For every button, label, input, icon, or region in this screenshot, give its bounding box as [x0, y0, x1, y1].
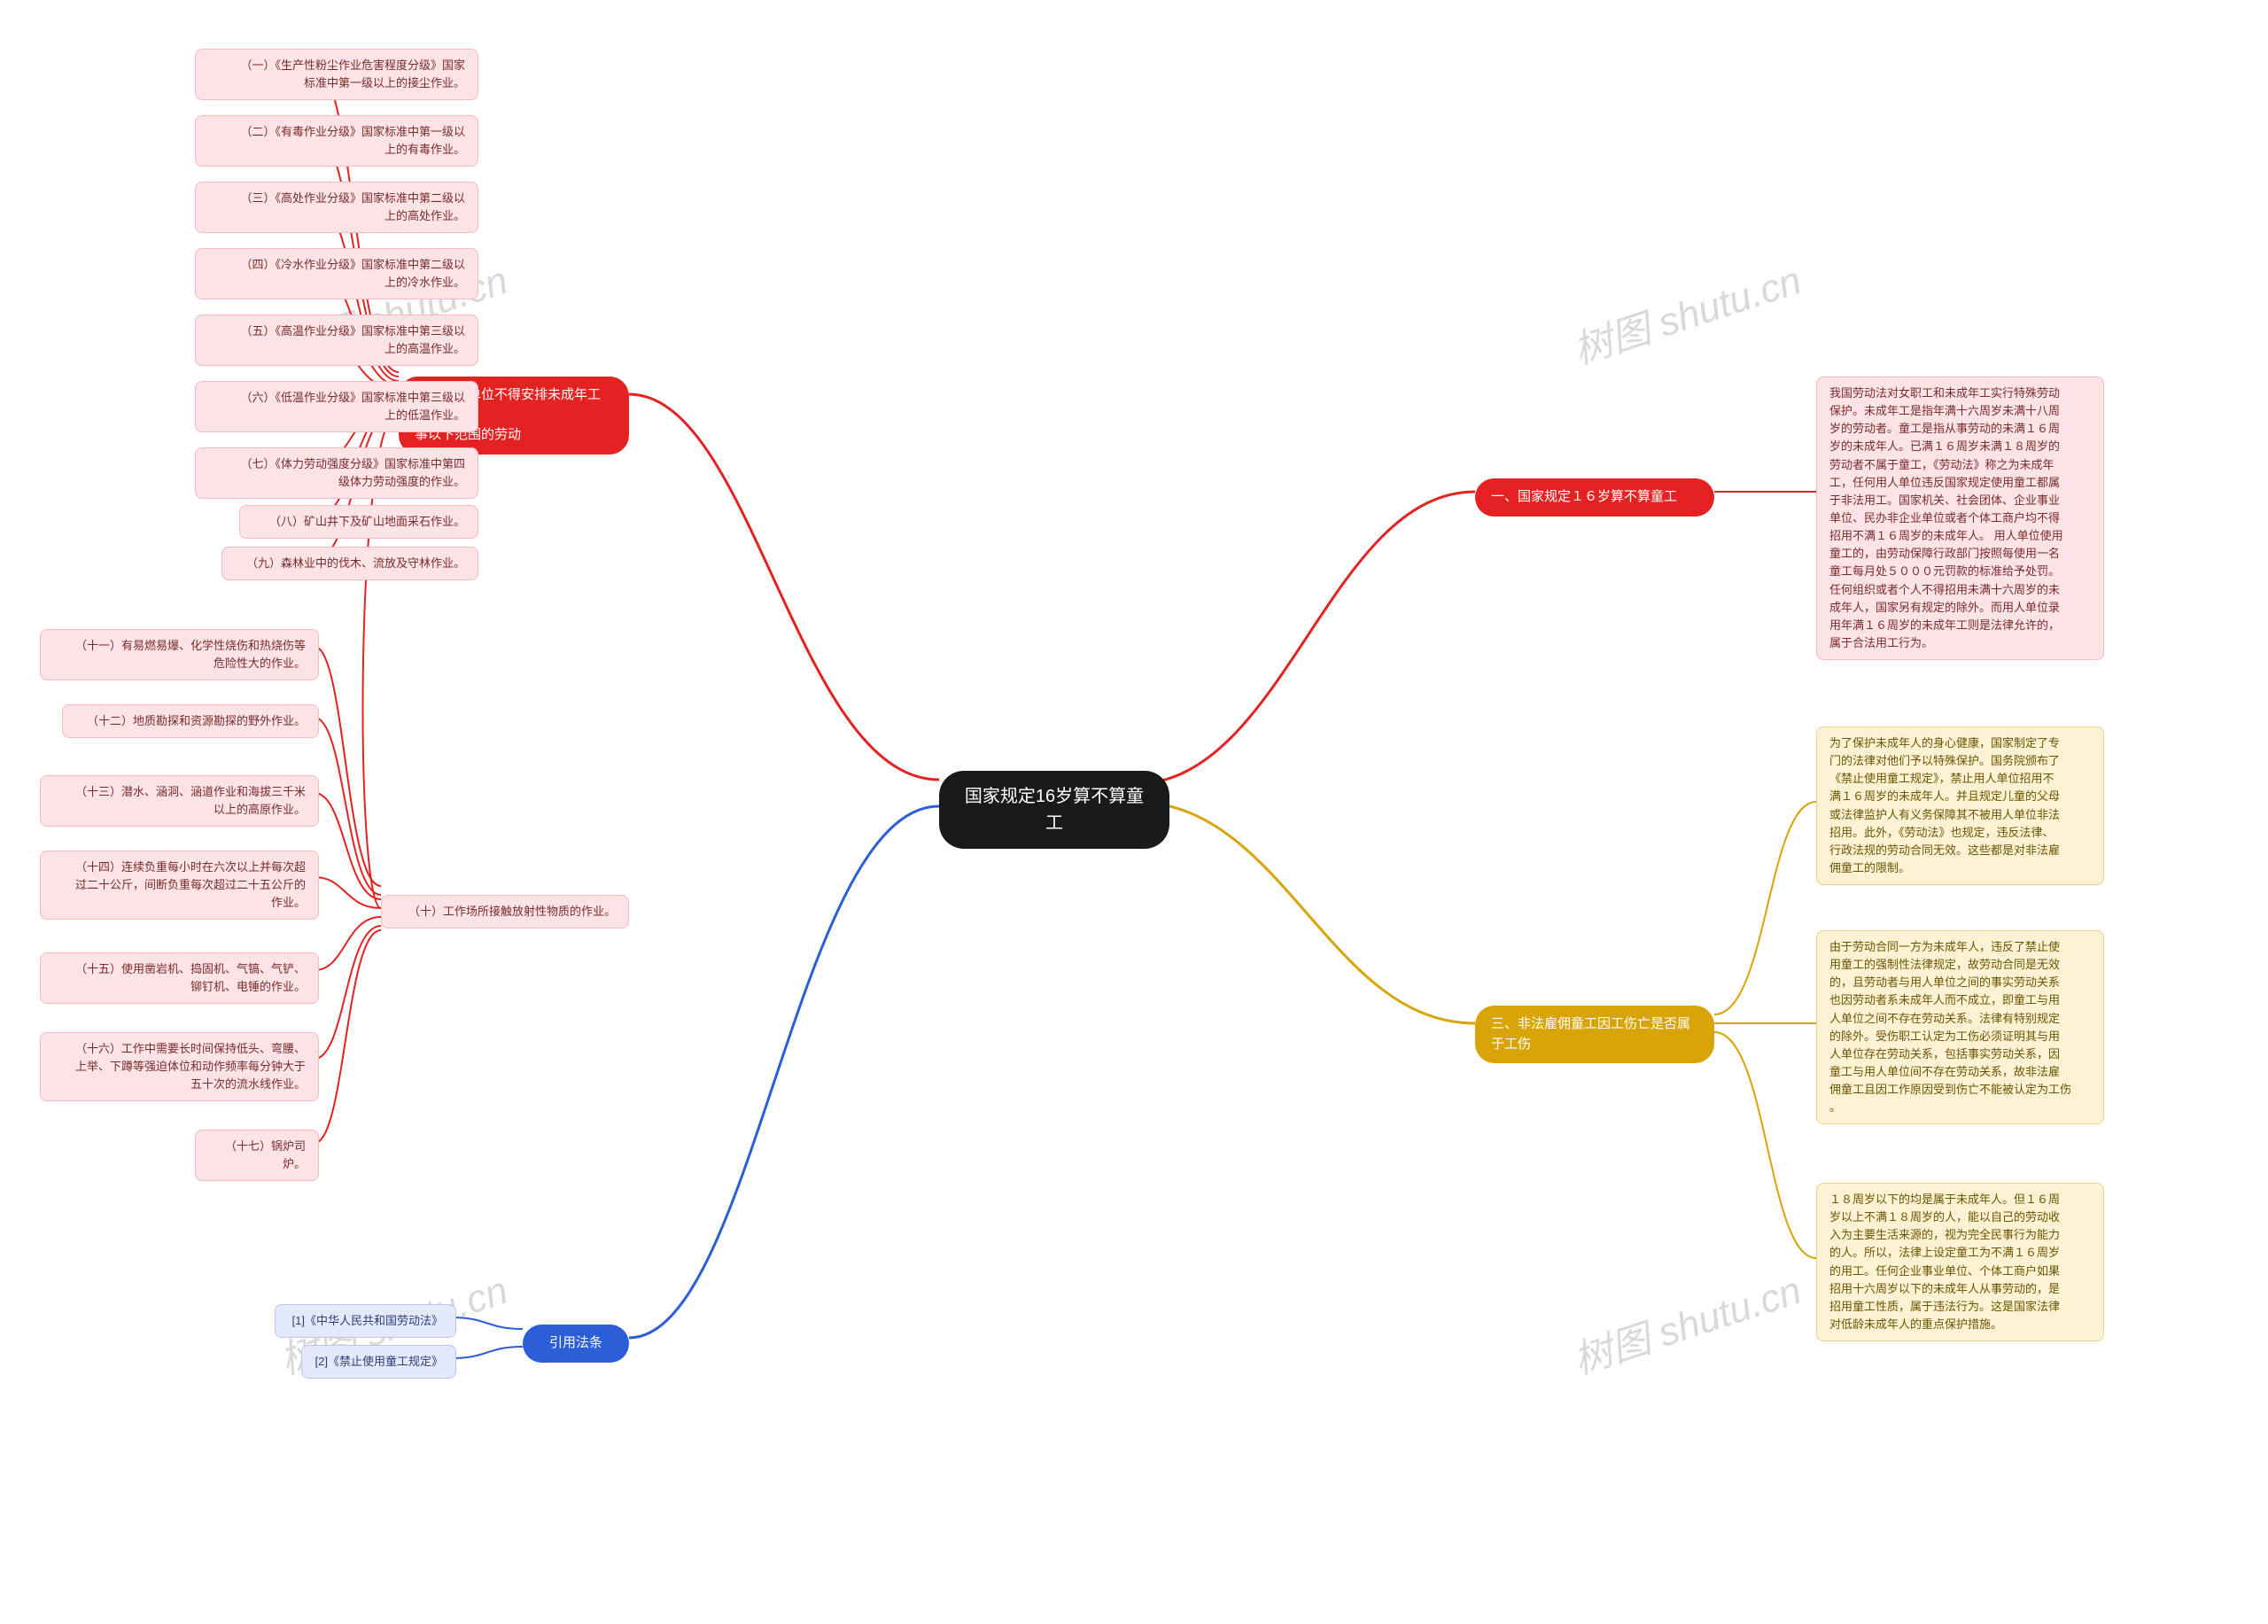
leaf-b3-2: 由于劳动合同一方为未成年人，违反了禁止使 用童工的强制性法律规定，故劳动合同是无… [1816, 930, 2104, 1124]
leaf-b2-2: （二）《有毒作业分级》国家标准中第一级以 上的有毒作业。 [195, 115, 478, 167]
leaf-b4-1: [1]《中华人民共和国劳动法》 [275, 1304, 456, 1338]
leaf-b2-6: （六）《低温作业分级》国家标准中第三级以 上的低温作业。 [195, 381, 478, 432]
watermark: 树图 shutu.cn [1565, 1258, 1807, 1385]
leaf-b2-10-4: （十四）连续负重每小时在六次以上并每次超 过二十公斤，间断负重每次超过二十五公斤… [40, 851, 319, 920]
watermark: 树图 shutu.cn [1565, 248, 1807, 375]
branch-4: 引用法条 [523, 1325, 629, 1363]
leaf-b2-4: （四）《冷水作业分级》国家标准中第二级以 上的冷水作业。 [195, 248, 478, 299]
leaf-b2-10-1: （十一）有易燃易爆、化学性烧伤和热烧伤等 危险性大的作业。 [40, 629, 319, 680]
leaf-b2-10-6: （十六）工作中需要长时间保持低头、弯腰、 上举、下蹲等强迫体位和动作频率每分钟大… [40, 1032, 319, 1101]
leaf-b2-10-2: （十二）地质勘探和资源勘探的野外作业。 [62, 704, 319, 738]
leaf-b2-10: （十）工作场所接触放射性物质的作业。 [381, 895, 629, 929]
leaf-b2-10-3: （十三）潜水、涵洞、涵道作业和海拔三千米 以上的高原作业。 [40, 775, 319, 827]
leaf-b2-5: （五）《高温作业分级》国家标准中第三级以 上的高温作业。 [195, 315, 478, 366]
leaf-b2-7: （七）《体力劳动强度分级》国家标准中第四 级体力劳动强度的作业。 [195, 447, 478, 499]
leaf-b2-10-7: （十七）锅炉司炉。 [195, 1130, 319, 1181]
leaf-b2-3: （三）《高处作业分级》国家标准中第二级以 上的高处作业。 [195, 182, 478, 233]
leaf-b3-1: 为了保护未成年人的身心健康，国家制定了专 门的法律对他们予以特殊保护。国务院颁布… [1816, 727, 2104, 885]
leaf-b2-9: （九）森林业中的伐木、流放及守林作业。 [221, 547, 478, 580]
leaf-b2-8: （八）矿山井下及矿山地面采石作业。 [239, 505, 478, 539]
leaf-b2-10-5: （十五）使用凿岩机、捣固机、气镐、气铲、 铆钉机、电锤的作业。 [40, 952, 319, 1004]
branch-1: 一、国家规定１６岁算不算童工 [1475, 478, 1714, 517]
center-node: 国家规定16岁算不算童工 [939, 771, 1169, 849]
branch-3: 三、非法雇佣童工因工伤亡是否属 于工伤 [1475, 1006, 1714, 1063]
leaf-b1-1: 我国劳动法对女职工和未成年工实行特殊劳动 保护。未成年工是指年满十六周岁未满十八… [1816, 377, 2104, 660]
leaf-b2-1: （一）《生产性粉尘作业危害程度分级》国家 标准中第一级以上的接尘作业。 [195, 49, 478, 100]
leaf-b3-3: １８周岁以下的均是属于未成年人。但１６周 岁以上不满１８周岁的人，能以自己的劳动… [1816, 1183, 2104, 1341]
leaf-b4-2: [2]《禁止使用童工规定》 [301, 1345, 456, 1379]
